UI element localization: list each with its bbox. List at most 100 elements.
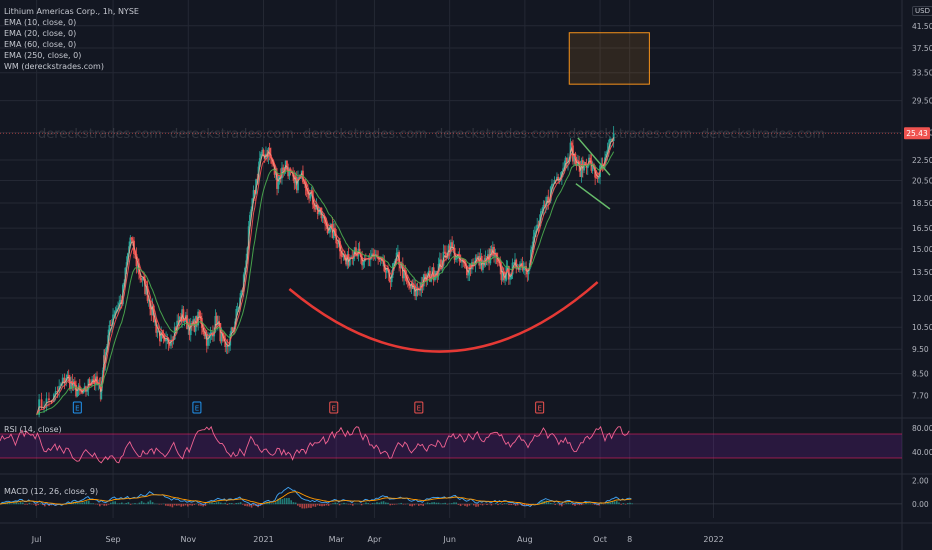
candle-body xyxy=(541,211,544,212)
candle-body xyxy=(182,309,185,322)
macd-histogram-bar xyxy=(453,502,455,505)
macd-tick-label: 0.00 xyxy=(912,500,929,509)
macd-histogram-bar xyxy=(275,502,277,505)
candle-body xyxy=(63,377,66,384)
macd-histogram-bar xyxy=(184,503,187,506)
macd-histogram-bar xyxy=(244,503,246,506)
macd-histogram-bar xyxy=(561,503,563,507)
candle-body xyxy=(509,278,511,280)
macd-histogram-bar xyxy=(616,500,618,505)
macd-histogram-bar xyxy=(477,503,479,507)
ema-60-line xyxy=(36,151,615,416)
candle-body xyxy=(202,327,204,333)
candle-body xyxy=(605,153,608,158)
macd-histogram-bar xyxy=(479,503,482,505)
candle-body xyxy=(498,261,500,263)
candle-body xyxy=(139,274,142,278)
macd-histogram-bar xyxy=(81,502,83,505)
earnings-marker[interactable]: E xyxy=(329,401,339,414)
candle-body xyxy=(125,262,128,268)
candle-body xyxy=(196,316,198,326)
macd-histogram-bar xyxy=(310,503,312,508)
candle-body xyxy=(573,153,576,162)
candle-body xyxy=(454,258,457,260)
macd-histogram-bar xyxy=(594,503,596,505)
macd-histogram-bar xyxy=(497,503,499,506)
macd-pane-title[interactable]: MACD (12, 26, close, 9) xyxy=(4,487,99,496)
legend-wm[interactable]: WM (dereckstrades.com) xyxy=(4,62,104,71)
candle-body xyxy=(346,254,349,265)
candle-body xyxy=(251,198,254,210)
candle-body xyxy=(119,299,122,304)
macd-histogram-bar xyxy=(501,503,504,505)
candle-body xyxy=(314,207,317,210)
candle-body xyxy=(493,247,495,257)
candle-body xyxy=(56,391,59,392)
earnings-marker[interactable]: E xyxy=(414,401,424,414)
candle-body xyxy=(129,237,132,247)
candle-body xyxy=(276,173,278,189)
legend-symbol[interactable]: Lithium Americas Corp., 1h, NYSE xyxy=(4,7,139,16)
candle-body xyxy=(504,279,507,281)
candle-body xyxy=(260,153,262,159)
candle-body xyxy=(203,332,206,337)
macd-histogram-bar xyxy=(294,502,297,505)
candle-body xyxy=(228,345,230,347)
candle-body xyxy=(214,316,217,332)
macd-histogram-bar xyxy=(360,503,363,506)
candle-body xyxy=(496,257,499,262)
candle-body xyxy=(130,237,133,240)
candle-body xyxy=(362,261,365,266)
candle-body xyxy=(510,274,513,279)
candle-body xyxy=(445,252,447,259)
drawings-layer[interactable] xyxy=(0,32,902,353)
macd-histogram-bar xyxy=(503,503,506,505)
x-tick-label: 2021 xyxy=(253,535,273,544)
candle-body xyxy=(372,253,375,256)
macd-histogram-bar xyxy=(204,503,207,506)
macd-histogram-bar xyxy=(176,503,178,506)
macd-histogram-bar xyxy=(323,503,325,506)
macd-histogram-bar xyxy=(85,500,88,505)
macd-histogram-bar xyxy=(554,503,556,505)
macd-histogram-bar xyxy=(451,503,453,505)
macd-histogram-bar xyxy=(167,503,169,507)
macd-histogram-bar xyxy=(158,503,160,505)
candle-body xyxy=(54,391,57,395)
legend-ema-60[interactable]: EMA (60, close, 0) xyxy=(4,40,77,49)
macd-histogram-bar xyxy=(552,503,554,505)
candle-body xyxy=(220,333,223,342)
earnings-marker[interactable]: E xyxy=(535,401,545,414)
rsi-pane-title[interactable]: RSI (14, close) xyxy=(4,425,62,434)
candle-body xyxy=(253,190,256,194)
macd-histogram-bar xyxy=(187,503,189,507)
candle-body xyxy=(514,259,516,263)
macd-histogram-bar xyxy=(398,503,400,505)
candle-body xyxy=(532,236,535,247)
currency-label[interactable]: USD xyxy=(912,6,932,16)
candle-body xyxy=(309,192,312,199)
macd-histogram-bar xyxy=(605,503,607,505)
macd-histogram-bar xyxy=(382,501,385,505)
candle-body xyxy=(399,264,402,269)
candle-body xyxy=(562,168,564,172)
candle-body xyxy=(43,407,45,409)
candle-body xyxy=(396,252,399,253)
x-tick-label: Sep xyxy=(106,535,121,544)
legend-ema-250[interactable]: EMA (250, close, 0) xyxy=(4,51,82,60)
macd-histogram-bar xyxy=(517,503,519,506)
legend-ema-10[interactable]: EMA (10, close, 0) xyxy=(4,18,77,27)
last-price-label: 25.43 xyxy=(906,129,928,138)
legend-ema-20[interactable]: EMA (20, close, 0) xyxy=(4,29,77,38)
macd-histogram-bar xyxy=(596,503,598,506)
candle-body xyxy=(249,215,251,227)
earnings-marker-box xyxy=(414,401,424,414)
macd-histogram-bar xyxy=(35,503,37,506)
earnings-marker[interactable]: E xyxy=(192,401,202,414)
earnings-marker[interactable]: E xyxy=(72,401,82,414)
earnings-marker-label: E xyxy=(75,405,79,413)
macd-histogram-bar xyxy=(235,503,237,505)
macd-histogram-bar xyxy=(114,501,116,505)
